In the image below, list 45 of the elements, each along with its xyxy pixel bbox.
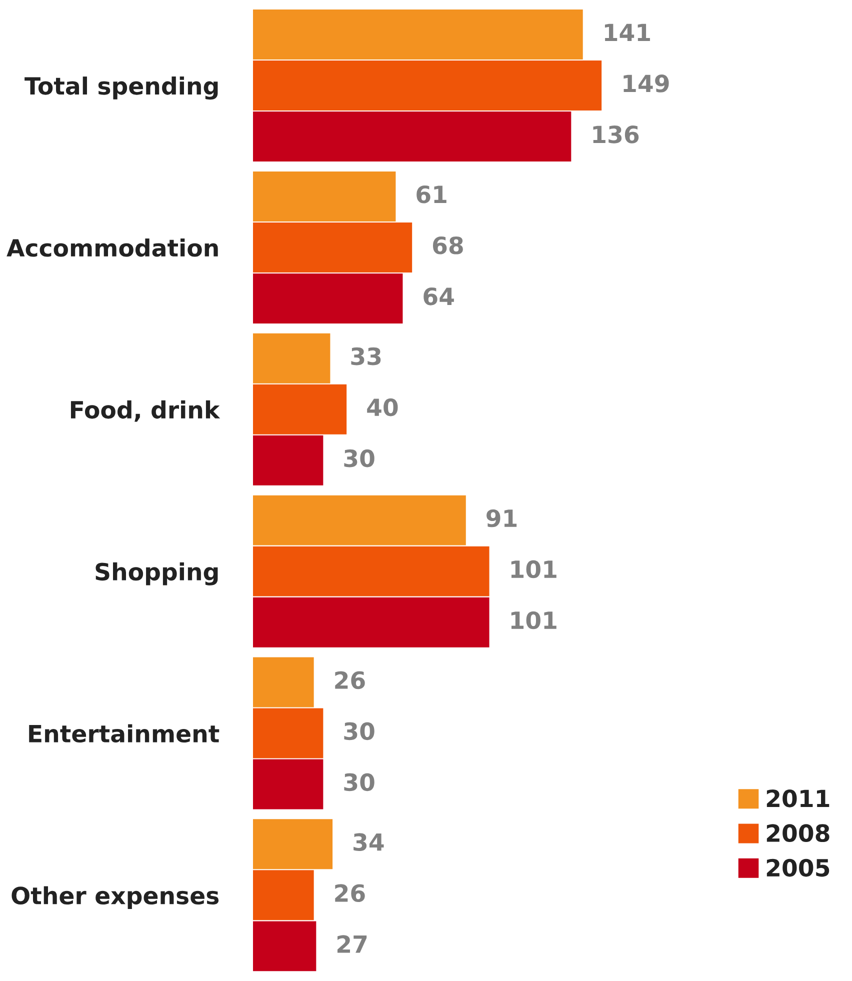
legend-label: 2011 <box>766 790 830 808</box>
data-label: 27 <box>337 935 367 953</box>
legend-label: 2008 <box>766 824 830 842</box>
bar <box>253 546 490 596</box>
bar <box>253 333 330 384</box>
data-label: 61 <box>416 185 446 204</box>
y-tick-label: Shopping <box>96 562 218 586</box>
bar <box>253 495 466 546</box>
bar <box>253 708 324 758</box>
bar <box>253 60 602 111</box>
bar <box>253 921 316 972</box>
data-label: 91 <box>486 509 517 528</box>
data-label: 136 <box>593 126 639 144</box>
bar <box>253 384 347 434</box>
bar <box>253 870 314 920</box>
y-tick-label: Entertainment <box>29 724 220 743</box>
y-tick-label: Other expenses <box>12 886 219 910</box>
legend-label: 2005 <box>766 858 830 877</box>
data-label: 34 <box>354 833 384 852</box>
bar <box>253 222 412 272</box>
bar <box>253 759 324 810</box>
data-label: 30 <box>344 773 374 792</box>
bar <box>253 112 572 162</box>
data-label: 30 <box>344 722 374 740</box>
data-label: 26 <box>335 671 365 690</box>
data-label: 40 <box>367 398 398 416</box>
data-label: 64 <box>424 287 454 306</box>
y-tick-label: Total spending <box>24 76 218 100</box>
bar <box>253 435 324 486</box>
data-label: 101 <box>511 560 556 578</box>
data-label: 33 <box>351 347 381 366</box>
y-tick-label: Accommodation <box>6 238 218 257</box>
y-tick-label: Food, drink <box>70 400 220 422</box>
bar <box>253 657 314 708</box>
bar <box>253 819 333 870</box>
data-label: 101 <box>511 611 556 630</box>
bar <box>253 597 490 648</box>
data-label: 30 <box>344 449 374 468</box>
data-label: 141 <box>604 24 650 42</box>
bar <box>253 171 396 222</box>
data-label: 68 <box>432 236 463 254</box>
data-label: 149 <box>624 74 669 92</box>
bar <box>253 10 583 60</box>
bar <box>253 273 403 324</box>
data-label: 26 <box>335 884 365 902</box>
